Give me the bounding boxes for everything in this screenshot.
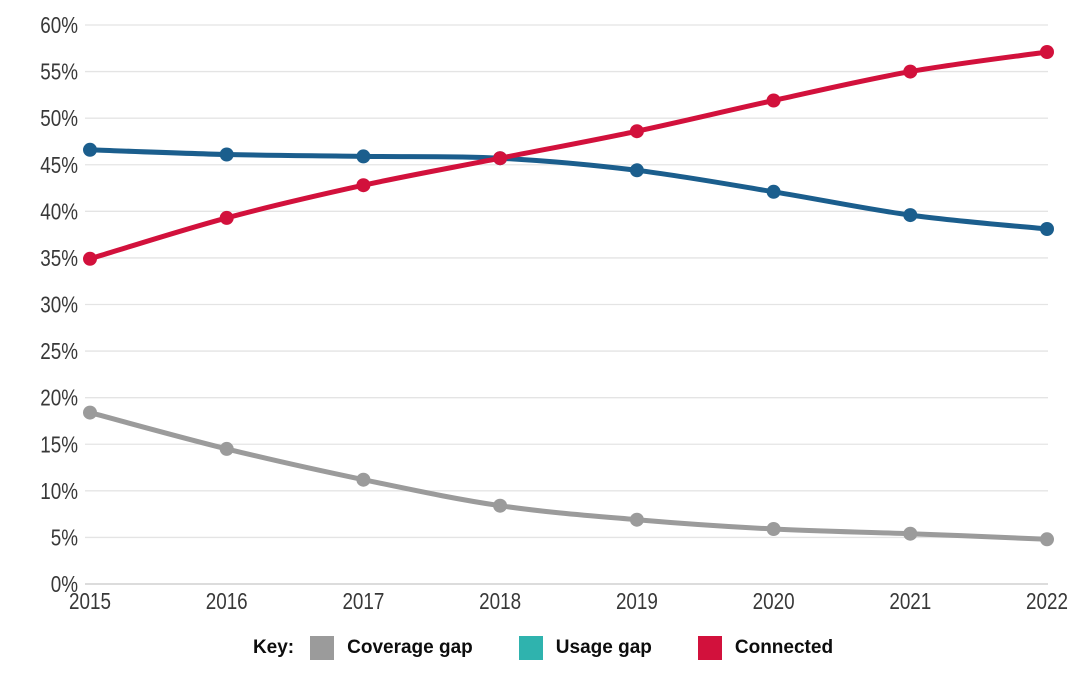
- legend-item-usage-gap: Usage gap: [518, 636, 652, 660]
- svg-text:60%: 60%: [40, 13, 78, 38]
- svg-text:50%: 50%: [40, 107, 78, 132]
- usage-gap-swatch-icon: [518, 636, 543, 660]
- chart-legend: Key: Coverage gap Usage gap Connected: [0, 636, 1086, 660]
- usage-gap-label: Usage gap: [555, 637, 652, 658]
- svg-text:45%: 45%: [40, 153, 78, 178]
- svg-text:2019: 2019: [616, 589, 658, 614]
- svg-text:40%: 40%: [40, 200, 78, 225]
- svg-text:25%: 25%: [40, 339, 78, 364]
- legend-key-label: Key:: [252, 637, 295, 658]
- svg-text:2015: 2015: [69, 589, 111, 614]
- svg-text:2016: 2016: [206, 589, 248, 614]
- coverage-gap-label: Coverage gap: [347, 637, 473, 658]
- svg-text:2020: 2020: [753, 589, 795, 614]
- legend-item-connected: Connected: [697, 636, 834, 660]
- legend-item-coverage-gap: Coverage gap: [310, 636, 473, 660]
- svg-text:55%: 55%: [40, 60, 78, 85]
- connectivity-line-chart: 0% 5% 10% 15% 20% 25% 30% 35% 40% 45% 50% 55% 60% 201…: [40, 13, 1068, 614]
- svg-text:20%: 20%: [40, 386, 78, 411]
- svg-text:30%: 30%: [40, 293, 78, 318]
- svg-text:5%: 5%: [51, 526, 78, 551]
- connected-swatch-icon: [697, 636, 722, 660]
- svg-text:2021: 2021: [889, 589, 931, 614]
- svg-text:2017: 2017: [342, 589, 384, 614]
- coverage-gap-swatch-icon: [310, 636, 335, 660]
- svg-text:2018: 2018: [479, 589, 521, 614]
- svg-text:15%: 15%: [40, 433, 78, 458]
- connected-label: Connected: [734, 637, 834, 658]
- svg-text:2022: 2022: [1026, 589, 1068, 614]
- svg-text:0%: 0%: [51, 572, 78, 597]
- svg-text:10%: 10%: [40, 479, 78, 504]
- svg-text:35%: 35%: [40, 246, 78, 271]
